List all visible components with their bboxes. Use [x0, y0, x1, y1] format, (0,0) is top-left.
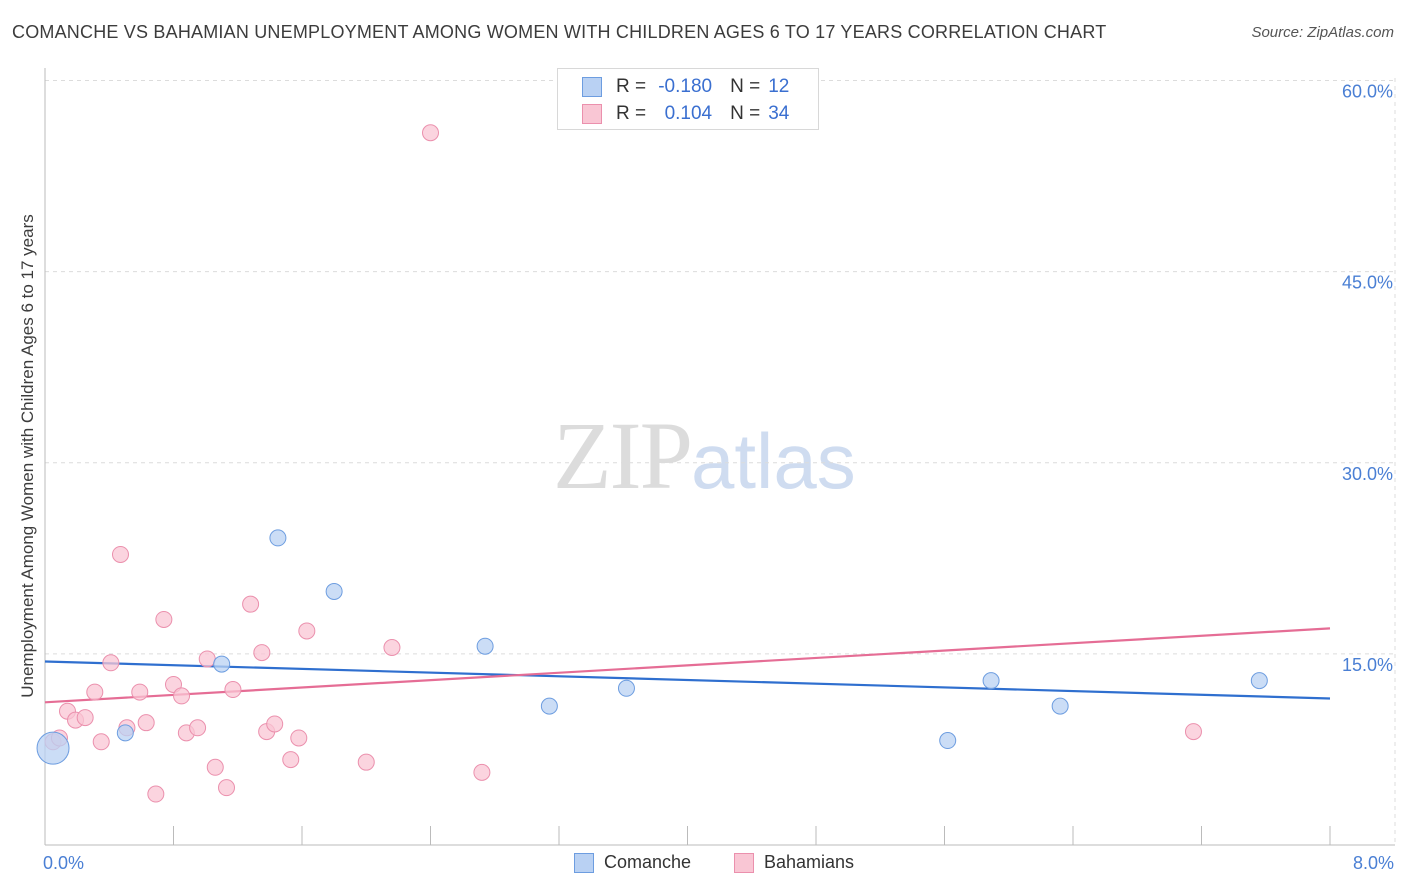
legend-r-label: R = — [616, 76, 647, 97]
y-tick-label: 15.0% — [1342, 655, 1393, 675]
bahamians-point — [282, 751, 300, 769]
bahamians-point — [173, 687, 191, 705]
y-tick-label: 60.0% — [1342, 82, 1393, 102]
x-tick-label: 8.0% — [1353, 853, 1394, 873]
bahamians-point — [266, 715, 284, 733]
correlation-legend: R = -0.180 N = 12 R = 0.104 N = 34 — [557, 68, 819, 130]
chart-title: COMANCHE VS BAHAMIAN UNEMPLOYMENT AMONG … — [12, 22, 1107, 42]
legend-row-bahamians: R = 0.104 N = 34 — [582, 101, 789, 127]
bahamians-point — [253, 644, 271, 662]
y-tick-label: 30.0% — [1342, 464, 1393, 484]
axes — [44, 68, 1395, 846]
bahamians-swatch — [582, 104, 602, 124]
comanche-point — [617, 679, 635, 697]
bahamians-point — [86, 683, 104, 701]
comanche-point — [476, 637, 494, 655]
bahamians-point — [1184, 723, 1202, 741]
bahamians-point — [473, 763, 491, 781]
bottom-legend-bahamians: Bahamians — [734, 852, 854, 873]
bottom-legend-bahamians-label: Bahamians — [764, 852, 855, 872]
comanche-point — [325, 582, 343, 600]
bottom-legend-comanche: Comanche — [574, 852, 691, 873]
comanche-trend-line — [44, 660, 1331, 700]
bahamians-point — [422, 124, 439, 142]
bahamians-point — [206, 758, 224, 776]
legend-n-label: N = — [730, 103, 761, 124]
bottom-legend-comanche-label: Comanche — [604, 852, 692, 872]
legend-n-value: 12 — [768, 76, 790, 97]
bahamians-point — [357, 753, 375, 771]
bahamians-point — [147, 785, 165, 803]
data-points — [36, 124, 1268, 803]
bahamians-point — [224, 681, 242, 699]
trend-lines — [44, 627, 1331, 704]
comanche-point — [213, 655, 231, 673]
legend-r-value: -0.180 — [658, 76, 713, 97]
y-tick-label: 45.0% — [1342, 273, 1393, 293]
comanche-point — [939, 732, 957, 750]
comanche-point — [269, 529, 287, 547]
comanche-point — [116, 724, 134, 742]
comanche-point — [1051, 697, 1069, 715]
bahamians-point — [189, 719, 207, 737]
legend-n-value: 34 — [768, 103, 790, 124]
bahamians-point — [155, 610, 173, 628]
legend-r-value: 0.104 — [664, 103, 713, 124]
bahamians-point — [290, 729, 308, 747]
bahamians-point — [383, 639, 401, 657]
watermark-atlas: atlas — [691, 417, 856, 505]
comanche-swatch — [574, 852, 594, 873]
bahamians-point — [111, 545, 129, 563]
tick-labels: 15.0% 30.0% 45.0% 60.0% 0.0% 8.0% — [43, 82, 1394, 874]
comanche-swatch — [582, 77, 602, 97]
x-tick-label: 0.0% — [43, 853, 84, 873]
zipatlas-watermark: ZIPatlas — [553, 400, 856, 511]
watermark-zip: ZIP — [553, 402, 693, 509]
bahamians-swatch — [734, 852, 754, 873]
comanche-point — [36, 731, 70, 765]
comanche-point — [982, 672, 1000, 690]
bahamians-point — [198, 650, 216, 668]
legend-row-comanche: R = -0.180 N = 12 — [582, 74, 789, 100]
bahamians-point — [76, 709, 94, 727]
bahamians-point — [298, 622, 316, 640]
bahamians-point — [92, 733, 110, 751]
source-label: Source: ZipAtlas.com — [1251, 24, 1394, 41]
legend-n-label: N = — [730, 76, 761, 97]
comanche-point — [540, 697, 558, 715]
bahamians-point — [242, 595, 260, 613]
legend-r-label: R = — [616, 103, 647, 124]
bahamians-point — [218, 779, 236, 797]
bahamians-point — [131, 683, 149, 701]
comanche-point — [1250, 672, 1268, 690]
bahamians-point — [137, 714, 155, 732]
bahamians-point — [102, 654, 120, 672]
bahamians-trend-line — [44, 627, 1331, 704]
